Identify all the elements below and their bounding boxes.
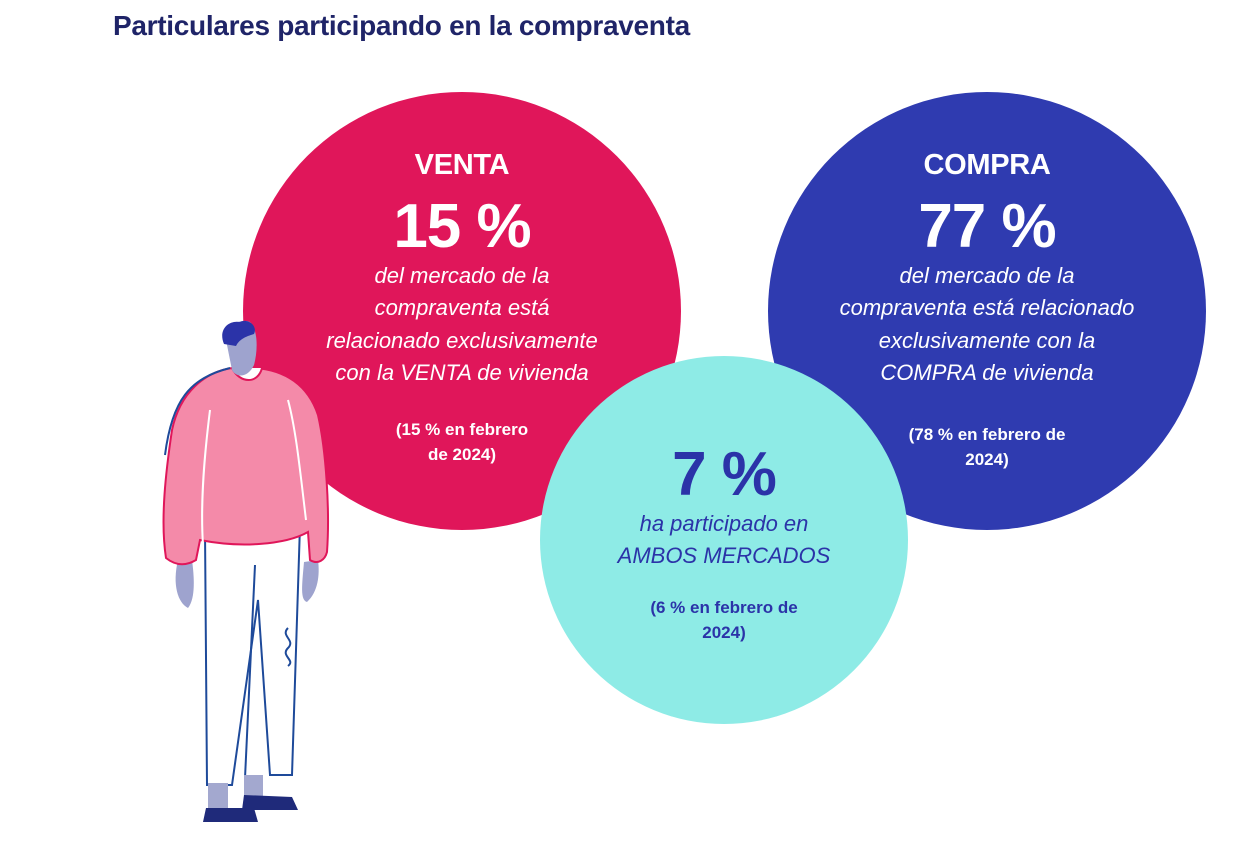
compra-desc-line-3: exclusivamente con la	[878, 328, 1096, 353]
ambos-desc-line-1: ha participado en	[639, 511, 809, 536]
venta-desc-line-2: compraventa está	[374, 295, 550, 320]
ambos-circle: 7 % ha participado en AMBOS MERCADOS (6 …	[540, 356, 908, 724]
page-title: Particulares participando en la comprave…	[113, 10, 690, 41]
venta-label: VENTA	[414, 149, 510, 181]
compra-note-line-2: 2024)	[965, 450, 1009, 469]
ambos-value: 7 %	[672, 440, 777, 509]
venta-desc-line-3: relacionado exclusivamente	[326, 328, 598, 353]
compra-label: COMPRA	[923, 149, 1051, 181]
compra-desc-line-4: COMPRA de vivienda	[880, 360, 1094, 385]
venta-desc-line-1: del mercado de la	[374, 263, 550, 288]
ambos-note-line-1: (6 % en febrero de	[650, 598, 798, 617]
compra-desc-line-2: compraventa está relacionado	[839, 295, 1135, 320]
compra-value: 77 %	[918, 192, 1056, 261]
ambos-note-line-2: 2024)	[702, 623, 746, 642]
compra-note-line-1: (78 % en febrero de	[908, 425, 1066, 444]
venta-desc-line-4: con la VENTA de vivienda	[335, 360, 589, 385]
ambos-desc-line-2: AMBOS MERCADOS	[617, 543, 831, 568]
compra-desc-line-1: del mercado de la	[899, 263, 1075, 288]
venta-note-line-1: (15 % en febrero	[395, 420, 529, 439]
venta-note-line-2: de 2024)	[427, 445, 497, 464]
venta-value: 15 %	[393, 192, 531, 261]
